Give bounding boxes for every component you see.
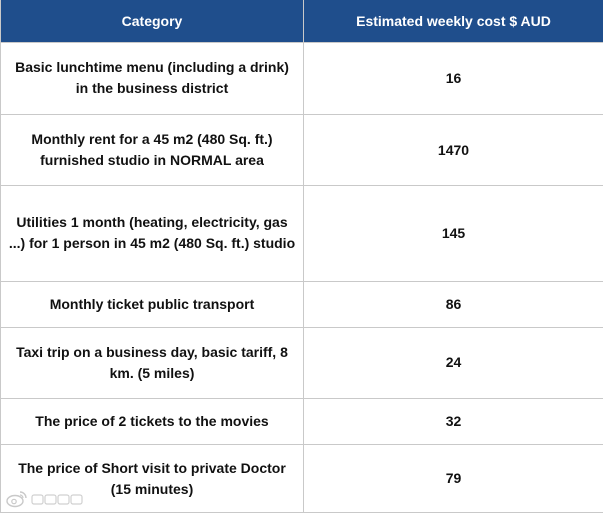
cost-cell: 24 (303, 326, 603, 400)
category-cell: Taxi trip on a business day, basic tarif… (0, 326, 304, 400)
table-row: Utilities 1 month (heating, electricity,… (0, 185, 603, 282)
category-cell: Monthly ticket public transport (0, 280, 304, 328)
cost-cell: 86 (303, 280, 603, 328)
category-cell: The price of 2 tickets to the movies (0, 398, 304, 446)
category-cell: Monthly rent for a 45 m2 (480 Sq. ft.) f… (0, 113, 304, 187)
table-row: The price of Short visit to private Doct… (0, 444, 603, 513)
cost-cell: 16 (303, 42, 603, 115)
column-header-category: Category (0, 0, 304, 43)
table-row: Taxi trip on a business day, basic tarif… (0, 326, 603, 400)
category-cell: The price of Short visit to private Doct… (0, 444, 304, 513)
cost-cell: 1470 (303, 113, 603, 187)
column-header-cost: Estimated weekly cost $ AUD (303, 0, 603, 43)
table-row: Monthly ticket public transport 86 (0, 280, 603, 328)
table-row: Monthly rent for a 45 m2 (480 Sq. ft.) f… (0, 113, 603, 187)
table-header-row: Category Estimated weekly cost $ AUD (0, 0, 603, 43)
cost-cell: 79 (303, 444, 603, 513)
category-cell: Utilities 1 month (heating, electricity,… (0, 185, 304, 282)
table-row: The price of 2 tickets to the movies 32 (0, 398, 603, 446)
cost-cell: 145 (303, 185, 603, 282)
cost-cell: 32 (303, 398, 603, 446)
category-cell: Basic lunchtime menu (including a drink)… (0, 42, 304, 115)
table-row: Basic lunchtime menu (including a drink)… (0, 42, 603, 115)
